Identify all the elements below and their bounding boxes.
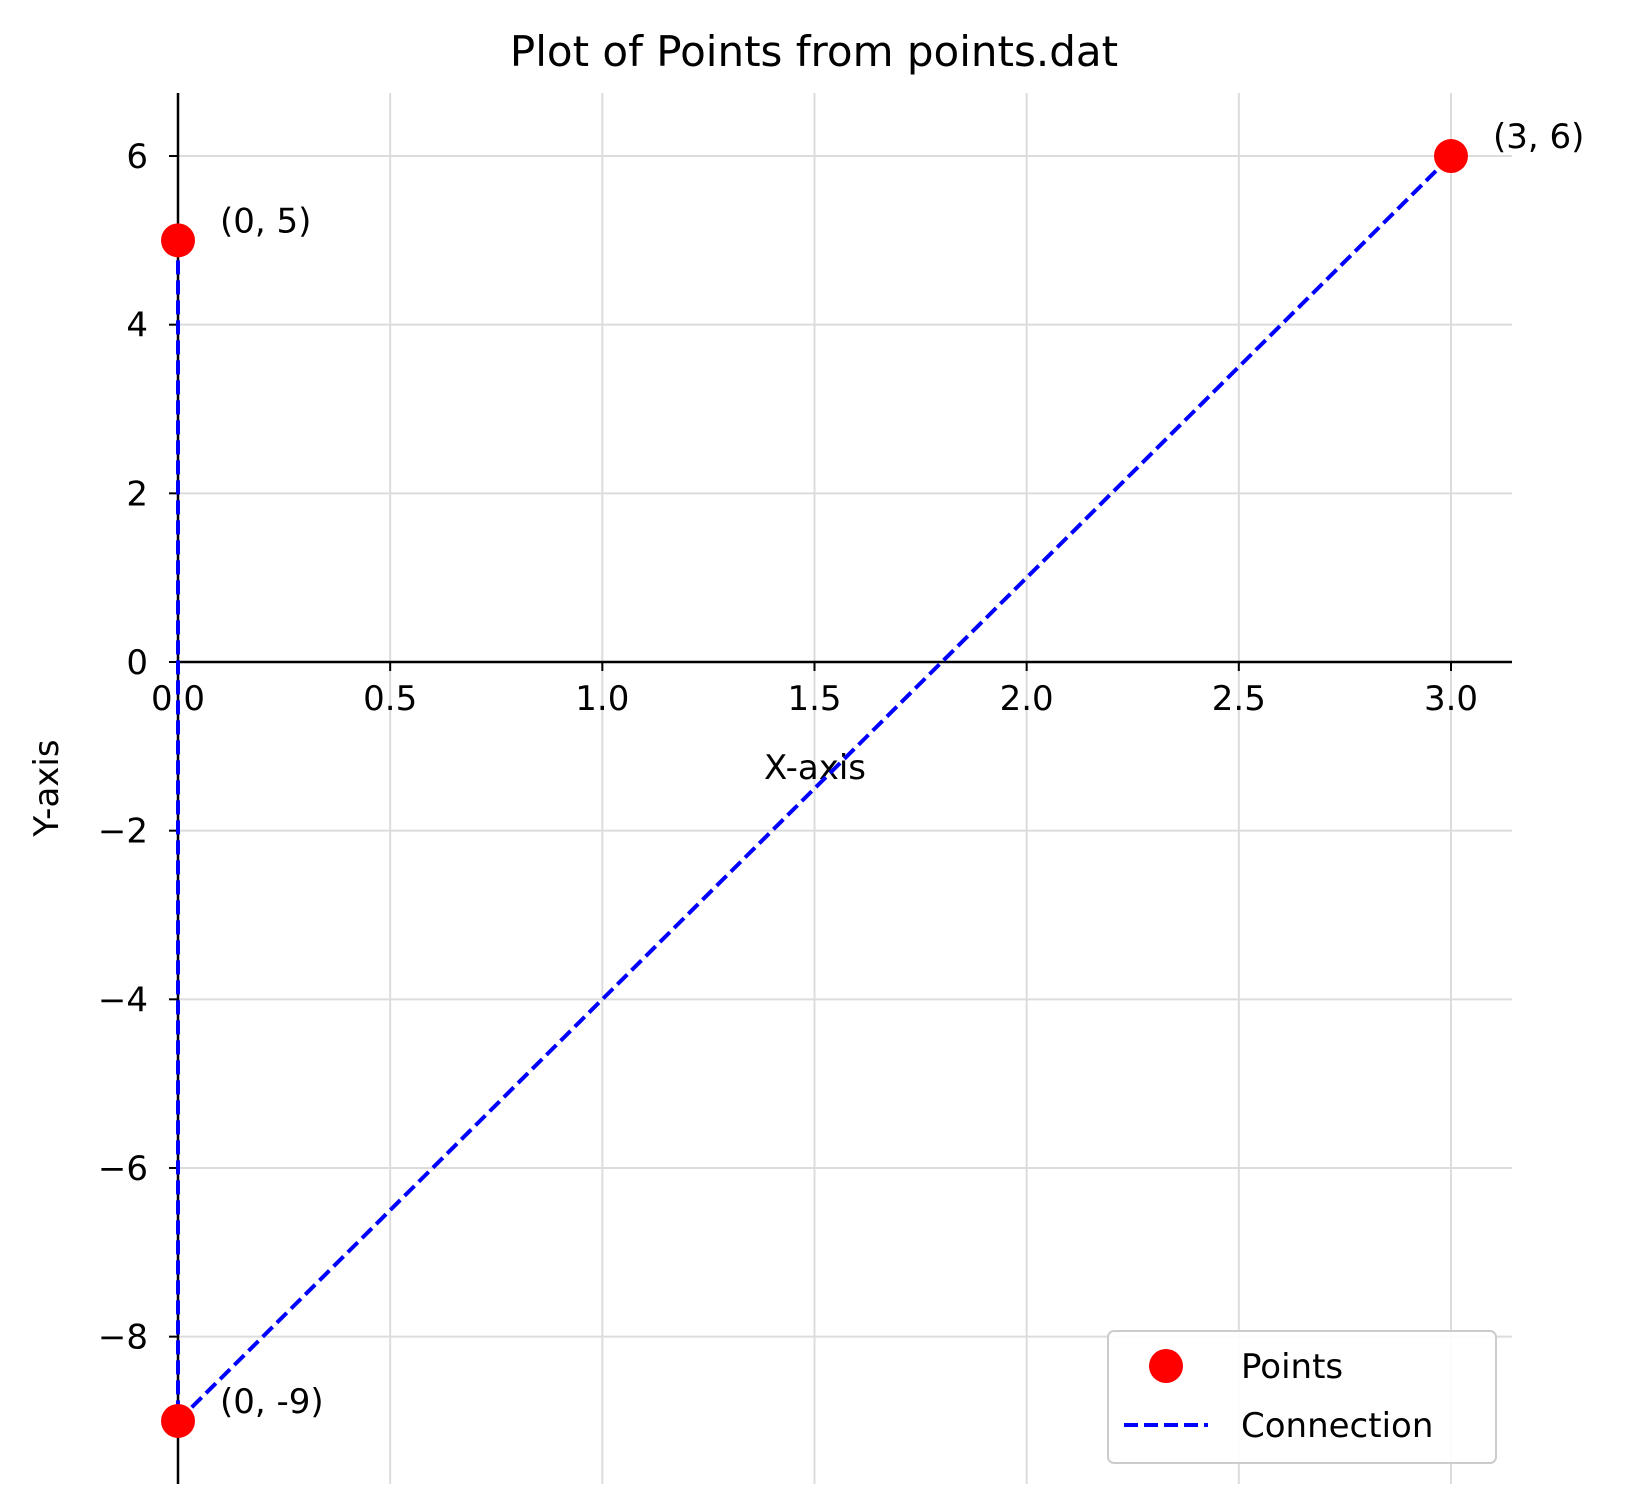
- point-annotation-1: (0, -9): [220, 1382, 324, 1422]
- x-tick-label-4: 2.0: [1000, 679, 1054, 719]
- x-tick-label-5: 2.5: [1212, 679, 1266, 719]
- y-tick-label-1: −6: [98, 1149, 148, 1189]
- point-annotation-2: (3, 6): [1493, 117, 1584, 157]
- x-tick-label-2: 1.0: [575, 679, 629, 719]
- y-tick-label-7: 6: [126, 137, 148, 177]
- data-points: [161, 139, 1468, 1438]
- data-point-2: [1433, 139, 1468, 174]
- y-tick-label-0: −8: [98, 1318, 148, 1358]
- legend-points-marker: [1149, 1349, 1183, 1383]
- y-tick-label-2: −4: [98, 980, 148, 1020]
- data-point-1: [161, 1403, 195, 1438]
- legend: Points Connection: [1107, 1330, 1497, 1464]
- x-tick-label-1: 0.5: [363, 679, 417, 719]
- y-tick-label-5: 2: [126, 474, 148, 514]
- y-tick-label-3: −2: [98, 812, 148, 852]
- chart-title: Plot of Points from points.dat: [510, 27, 1118, 76]
- legend-points-label: Points: [1241, 1347, 1343, 1387]
- y-ticks: −8 −6 −4 −2 0 2 4 6: [98, 137, 178, 1358]
- x-ticks: 0.0 0.5 1.0 1.5 2.0 2.5 3.0: [151, 662, 1478, 719]
- point-annotations: (0, 5) (0, -9) (3, 6): [220, 117, 1584, 1422]
- grid: [177, 93, 1512, 1484]
- axes: [176, 93, 1512, 1484]
- data-point-0: [161, 223, 195, 258]
- x-tick-label-3: 1.5: [787, 679, 841, 719]
- y-axis-label: Y-axis: [27, 739, 67, 837]
- point-annotation-0: (0, 5): [220, 201, 311, 241]
- x-tick-label-6: 3.0: [1424, 679, 1478, 719]
- legend-box: [1107, 1330, 1497, 1464]
- y-tick-label-6: 4: [126, 306, 148, 346]
- y-tick-label-4: 0: [126, 643, 148, 683]
- legend-connection-label: Connection: [1241, 1406, 1433, 1446]
